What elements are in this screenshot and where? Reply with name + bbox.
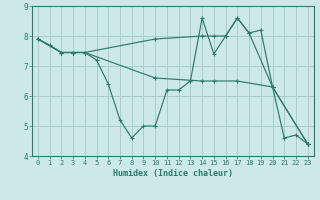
X-axis label: Humidex (Indice chaleur): Humidex (Indice chaleur) [113, 169, 233, 178]
